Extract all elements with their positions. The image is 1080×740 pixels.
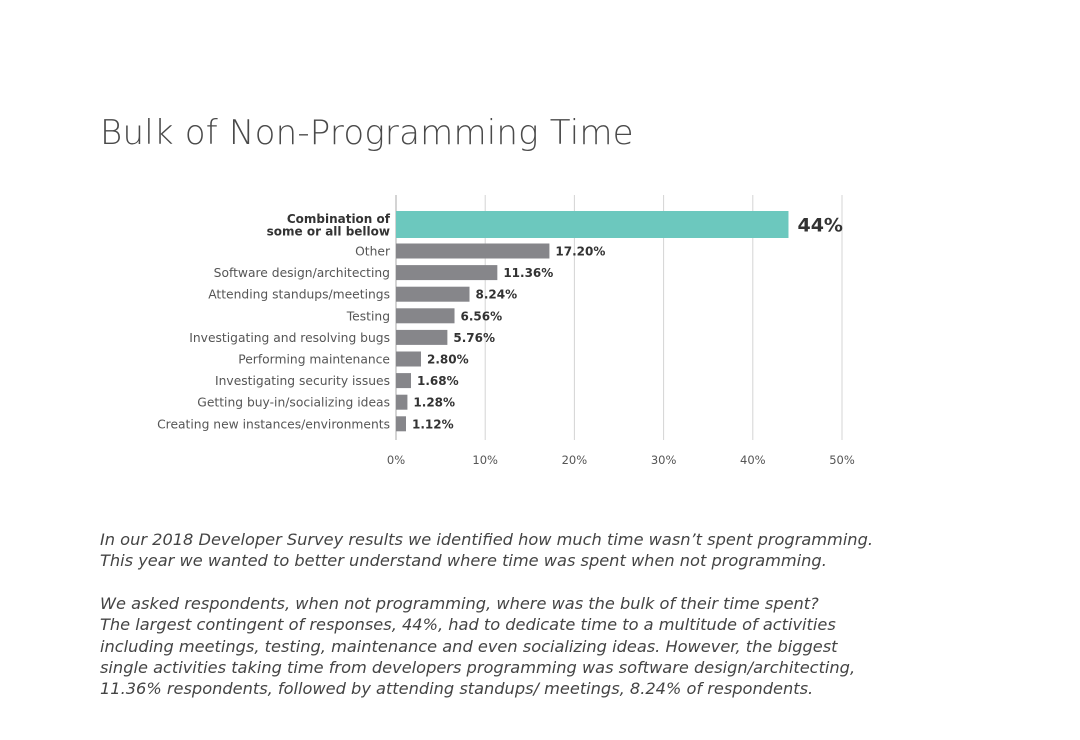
paragraph-line: This year we wanted to better understand… [100,551,827,571]
bar [396,286,470,302]
data-label: 6.56% [461,309,503,323]
category-label: Software design/architecting [214,266,390,280]
category-label: Investigating and resolving bugs [189,331,390,345]
data-label: 5.76% [453,331,495,345]
x-tick-label: 40% [740,453,766,467]
bar [396,373,411,389]
paragraph-line: The largest contingent of responses, 44%… [100,615,836,635]
x-tick-label: 30% [651,453,677,467]
category-label: Getting buy-in/socializing ideas [197,396,390,410]
bar [396,351,421,367]
category-label: Investigating security issues [215,374,390,388]
bar [396,265,498,281]
paragraph-line: single activities taking time from devel… [100,657,856,677]
category-label: Combination of [287,212,391,226]
data-label: 1.28% [413,396,455,410]
x-tick-label: 10% [472,453,498,467]
category-label: Other [355,245,391,259]
x-tick-label: 50% [829,453,855,467]
category-label: Attending standups/meetings [208,288,390,302]
bar [396,416,406,432]
data-label: 44% [797,215,842,237]
paragraph-line: In our 2018 Developer Survey results we … [100,530,873,549]
x-tick-label: 20% [562,453,588,467]
data-label: 1.12% [412,417,454,431]
paragraph-line: We asked respondents, when not programmi… [100,594,819,613]
page-title: Bulk of Non-Programming Time [100,113,634,153]
bar-highlight [396,211,789,238]
data-label: 2.80% [427,353,469,367]
x-tick-label: 0% [387,453,405,467]
data-label: 17.20% [555,245,605,259]
intro-paragraph: In our 2018 Developer Survey results we … [100,529,1000,572]
category-label: some or all bellow [267,224,390,238]
category-label: Creating new instances/environments [157,417,390,431]
data-label: 1.68% [417,374,459,388]
paragraph-line: 11.36% respondents, followed by attendin… [100,679,814,699]
bar-chart: 0% 10% 20% 30% 40% 50% 44% Combination of some o… [0,185,1080,475]
data-label: 8.24% [476,288,518,302]
bar [396,394,408,410]
data-label: 11.36% [503,266,553,280]
bar [396,308,455,324]
category-label: Testing [346,309,390,323]
bar [396,329,448,345]
analysis-paragraph: We asked respondents, when not programmi… [100,593,1000,699]
paragraph-line: including meetings, testing, maintenance… [100,636,838,656]
bar [396,243,550,259]
category-label: Performing maintenance [238,353,390,367]
